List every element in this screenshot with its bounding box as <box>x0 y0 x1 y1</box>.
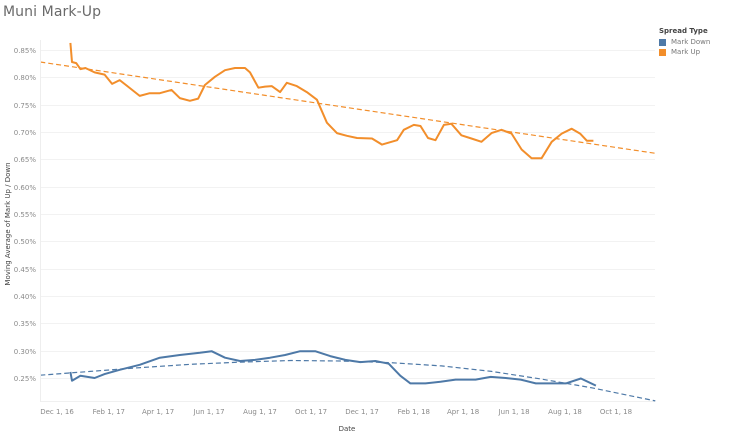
y-tick-label: 0.55% <box>14 211 37 219</box>
x-tick-label: Oct 1, 18 <box>600 408 632 416</box>
x-tick-label: Jun 1, 18 <box>498 408 530 416</box>
y-tick-label: 0.50% <box>14 238 37 246</box>
legend-item-mark-up[interactable]: Mark Up <box>659 48 710 56</box>
data-series <box>69 42 597 387</box>
chart-title: Muni Mark-Up <box>3 4 102 20</box>
gridlines <box>40 50 655 402</box>
x-axis-label: Date <box>339 425 356 433</box>
x-tick-label: Aug 1, 17 <box>243 408 277 416</box>
x-axis-ticks: Dec 1, 16 Feb 1, 17 Apr 1, 17 Jun 1, 17 Aug … <box>40 408 632 416</box>
trend-lines <box>40 61 656 402</box>
x-tick-label: Feb 1, 18 <box>398 408 430 416</box>
mark-up-series-line[interactable] <box>69 42 594 160</box>
y-tick-label: 0.70% <box>14 129 37 137</box>
y-tick-label: 0.85% <box>14 47 37 55</box>
y-tick-label: 0.80% <box>14 74 37 82</box>
y-tick-label: 0.40% <box>14 293 37 301</box>
mark-down-series-line[interactable] <box>69 350 597 387</box>
legend-label: Mark Down <box>671 38 711 46</box>
y-tick-label: 0.45% <box>14 266 37 274</box>
y-tick-label: 0.75% <box>14 102 37 110</box>
y-tick-label: 0.25% <box>14 375 37 383</box>
y-tick-label: 0.30% <box>14 348 37 356</box>
x-tick-label: Dec 1, 17 <box>345 408 379 416</box>
legend-swatch-mark-up <box>659 48 666 56</box>
x-tick-label: Apr 1, 18 <box>447 408 479 416</box>
y-tick-label: 0.60% <box>14 184 37 192</box>
x-tick-label: Aug 1, 18 <box>548 408 582 416</box>
y-axis-ticks: 0.85% 0.80% 0.75% 0.70% 0.65% 0.60% 0.55% 0.50%… <box>14 47 37 383</box>
legend-item-mark-down[interactable]: Mark Down <box>659 38 710 46</box>
legend-label: Mark Up <box>671 48 701 56</box>
x-tick-label: Dec 1, 16 <box>40 408 74 416</box>
legend: Spread Type Mark Down Mark Up <box>659 27 710 58</box>
x-tick-label: Apr 1, 17 <box>142 408 174 416</box>
mark-up-trend-line <box>40 61 656 154</box>
legend-title: Spread Type <box>659 27 708 35</box>
legend-swatch-mark-down <box>659 38 666 46</box>
x-tick-label: Feb 1, 17 <box>93 408 125 416</box>
y-axis-label: Moving Average of Mark Up / Down <box>4 162 12 285</box>
y-tick-label: 0.65% <box>14 156 37 164</box>
y-tick-label: 0.35% <box>14 320 37 328</box>
mark-down-trend-line <box>40 359 656 402</box>
x-tick-label: Oct 1, 17 <box>295 408 327 416</box>
x-tick-label: Jun 1, 17 <box>193 408 225 416</box>
